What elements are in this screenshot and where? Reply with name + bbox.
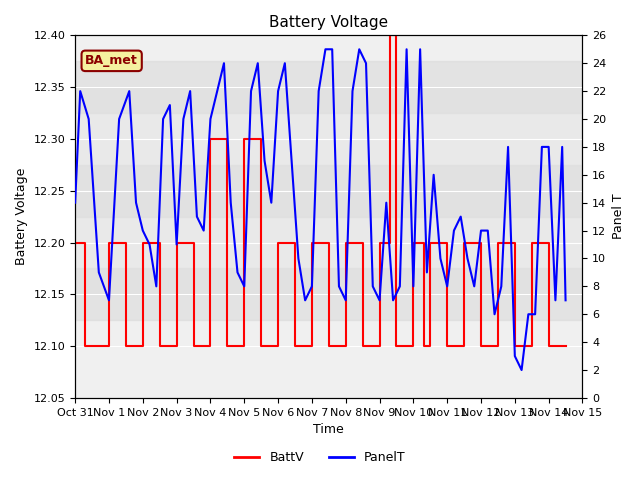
X-axis label: Time: Time (314, 423, 344, 436)
Bar (75, 61, 582, 113)
Y-axis label: Panel T: Panel T (612, 194, 625, 240)
Title: Battery Voltage: Battery Voltage (269, 15, 388, 30)
Y-axis label: Battery Voltage: Battery Voltage (15, 168, 28, 265)
Text: BA_met: BA_met (85, 54, 138, 67)
Bar (75, 268, 582, 320)
Bar (75, 165, 582, 216)
Bar (75, 87, 582, 294)
Legend: BattV, PanelT: BattV, PanelT (229, 446, 411, 469)
